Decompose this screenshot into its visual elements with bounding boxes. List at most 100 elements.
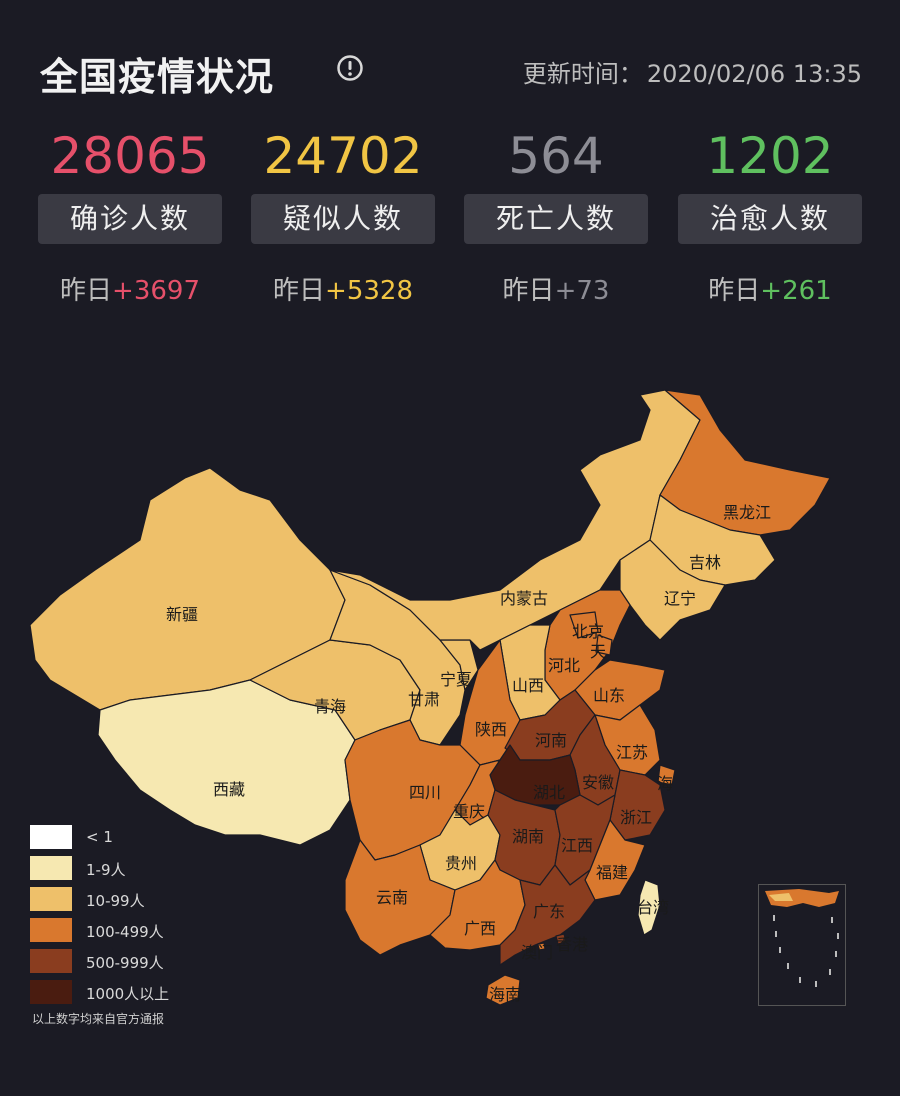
- province-label-ningxia: 宁夏: [440, 670, 473, 689]
- province-label-neimenggu: 内蒙古: [500, 589, 549, 608]
- province-label-guangxi: 广西: [464, 919, 497, 938]
- province-tianjin[interactable]: [595, 634, 613, 656]
- header: 全国疫情状况 更新时间： 2020/02/06 13:35: [40, 40, 862, 100]
- province-label-hebei: 河北: [548, 656, 581, 675]
- stat-delta-prefix: 昨日: [502, 276, 555, 306]
- province-aomen[interactable]: [537, 942, 546, 951]
- province-label-xianggang: 香港: [556, 935, 589, 954]
- province-guangdong[interactable]: [499, 864, 596, 966]
- south-china-sea-inset: [758, 884, 846, 1006]
- stat-label: 治愈人数: [678, 194, 862, 244]
- stat-delta: 昨日+261: [678, 270, 862, 307]
- province-label-qinghai: 青海: [314, 697, 347, 716]
- legend-label: 10-99人: [86, 892, 145, 910]
- update-time-label: 更新时间：: [522, 60, 643, 88]
- source-note: 以上数字均来自官方通报: [32, 1012, 165, 1026]
- stat-value: 564: [508, 127, 604, 185]
- province-label-zhejiang: 浙江: [620, 808, 653, 827]
- province-label-heilongjiang: 黑龙江: [723, 503, 772, 522]
- province-label-yunnan: 云南: [376, 888, 409, 907]
- province-taiwan[interactable]: [637, 879, 661, 936]
- china-map-svg: [29, 389, 831, 1006]
- province-beijing[interactable]: [569, 611, 599, 639]
- page-title: 全国疫情状况: [40, 55, 275, 99]
- map-legend: < 1 1-9人 10-99人 100-499人 500-999人 1000人以…: [30, 822, 230, 1008]
- province-label-aomen: 澳门: [521, 943, 554, 962]
- legend-label: 1000人以上: [86, 985, 170, 1003]
- province-xizang[interactable]: [97, 679, 356, 846]
- update-time-value: 2020/02/06 13:35: [646, 60, 862, 88]
- stat-delta: 昨日+3697: [38, 270, 222, 307]
- legend-swatch: [30, 949, 72, 973]
- legend-label: 500-999人: [86, 954, 164, 972]
- legend-swatch: [30, 856, 72, 880]
- stat-value: 28065: [50, 127, 210, 185]
- province-heilongjiang[interactable]: [659, 389, 831, 536]
- legend-label: 100-499人: [86, 923, 164, 941]
- province-label-jiangxi: 江西: [561, 836, 594, 855]
- province-label-taiwan: 台湾: [637, 898, 670, 917]
- stat-delta-value: +3697: [112, 276, 200, 306]
- stat-delta-value: +261: [760, 276, 832, 306]
- legend-swatch: [30, 887, 72, 911]
- province-label-tianjin: 天: [590, 642, 607, 661]
- stat-label: 确诊人数: [38, 194, 222, 244]
- province-label-henan: 河南: [535, 731, 568, 750]
- province-label-shanxi: 山西: [512, 676, 545, 695]
- province-label-xinjiang: 新疆: [166, 605, 199, 624]
- province-label-shandong: 山东: [593, 686, 626, 705]
- info-circle-icon[interactable]: [336, 54, 364, 82]
- legend-item: 1-9人: [30, 853, 230, 884]
- stat-label: 死亡人数: [464, 194, 648, 244]
- province-xianggang[interactable]: [555, 933, 567, 945]
- stat-delta-value: +73: [554, 276, 610, 306]
- legend-item: 10-99人: [30, 884, 230, 915]
- province-shanghai[interactable]: [657, 764, 676, 786]
- china-map: 新疆 西藏 青海 甘肃 宁夏 内蒙古 黑龙江 吉林 辽宁 北京 天 河北 山西 …: [0, 370, 900, 1030]
- stat-label: 疑似人数: [251, 194, 435, 244]
- province-label-jilin: 吉林: [689, 553, 722, 572]
- stat-delta: 昨日+5328: [251, 270, 435, 307]
- province-label-gansu: 甘肃: [408, 690, 441, 709]
- stat-deaths: 564 死亡人数 昨日+73: [464, 128, 648, 307]
- province-label-chongqing: 重庆: [453, 802, 486, 821]
- province-liaoning[interactable]: [619, 539, 726, 641]
- legend-item: < 1: [30, 822, 230, 853]
- province-label-hubei: 湖北: [533, 783, 566, 802]
- legend-item: 1000人以上: [30, 977, 230, 1008]
- province-label-liaoning: 辽宁: [664, 589, 697, 608]
- province-label-xizang: 西藏: [213, 780, 246, 799]
- stat-delta-prefix: 昨日: [60, 276, 113, 306]
- legend-label: 1-9人: [86, 861, 126, 879]
- legend-swatch: [30, 980, 72, 1004]
- province-label-hainan: 海南: [489, 985, 522, 1004]
- stat-suspected: 24702 疑似人数 昨日+5328: [251, 128, 435, 307]
- stat-delta-value: +5328: [325, 276, 413, 306]
- stat-recovered: 1202 治愈人数 昨日+261: [678, 128, 862, 307]
- province-hainan[interactable]: [485, 974, 521, 1006]
- province-label-beijing: 北京: [572, 622, 605, 641]
- legend-item: 500-999人: [30, 946, 230, 977]
- legend-item: 100-499人: [30, 915, 230, 946]
- province-label-shaanxi: 陕西: [475, 720, 508, 739]
- province-label-hunan: 湖南: [512, 827, 545, 846]
- province-label-fujian: 福建: [596, 863, 629, 882]
- stat-value: 1202: [706, 127, 834, 185]
- province-label-jiangsu: 江苏: [616, 743, 649, 762]
- province-label-shanghai: 海: [657, 774, 674, 793]
- province-label-anhui: 安徽: [582, 773, 615, 792]
- province-label-sichuan: 四川: [409, 783, 442, 802]
- stats-panel: 28065 确诊人数 昨日+3697 24702 疑似人数 昨日+5328 56…: [38, 128, 862, 308]
- legend-label: < 1: [86, 828, 113, 846]
- update-time: 更新时间： 2020/02/06 13:35: [523, 54, 862, 89]
- stat-delta-prefix: 昨日: [708, 276, 761, 306]
- stat-delta: 昨日+73: [464, 270, 648, 307]
- province-label-guizhou: 贵州: [445, 854, 478, 873]
- stat-value: 24702: [263, 127, 423, 185]
- south-china-sea-map: [765, 889, 839, 987]
- province-label-guangdong: 广东: [533, 902, 566, 921]
- legend-swatch: [30, 825, 72, 849]
- legend-swatch: [30, 918, 72, 942]
- stat-delta-prefix: 昨日: [273, 276, 326, 306]
- stat-confirmed: 28065 确诊人数 昨日+3697: [38, 128, 222, 307]
